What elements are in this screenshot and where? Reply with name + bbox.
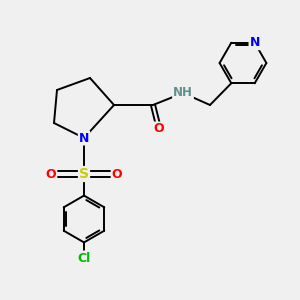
Text: O: O (154, 122, 164, 136)
Text: Cl: Cl (77, 251, 91, 265)
Text: N: N (250, 36, 260, 49)
Text: S: S (79, 167, 89, 181)
Text: N: N (79, 131, 89, 145)
Text: O: O (112, 167, 122, 181)
Text: NH: NH (173, 86, 193, 100)
Text: O: O (46, 167, 56, 181)
